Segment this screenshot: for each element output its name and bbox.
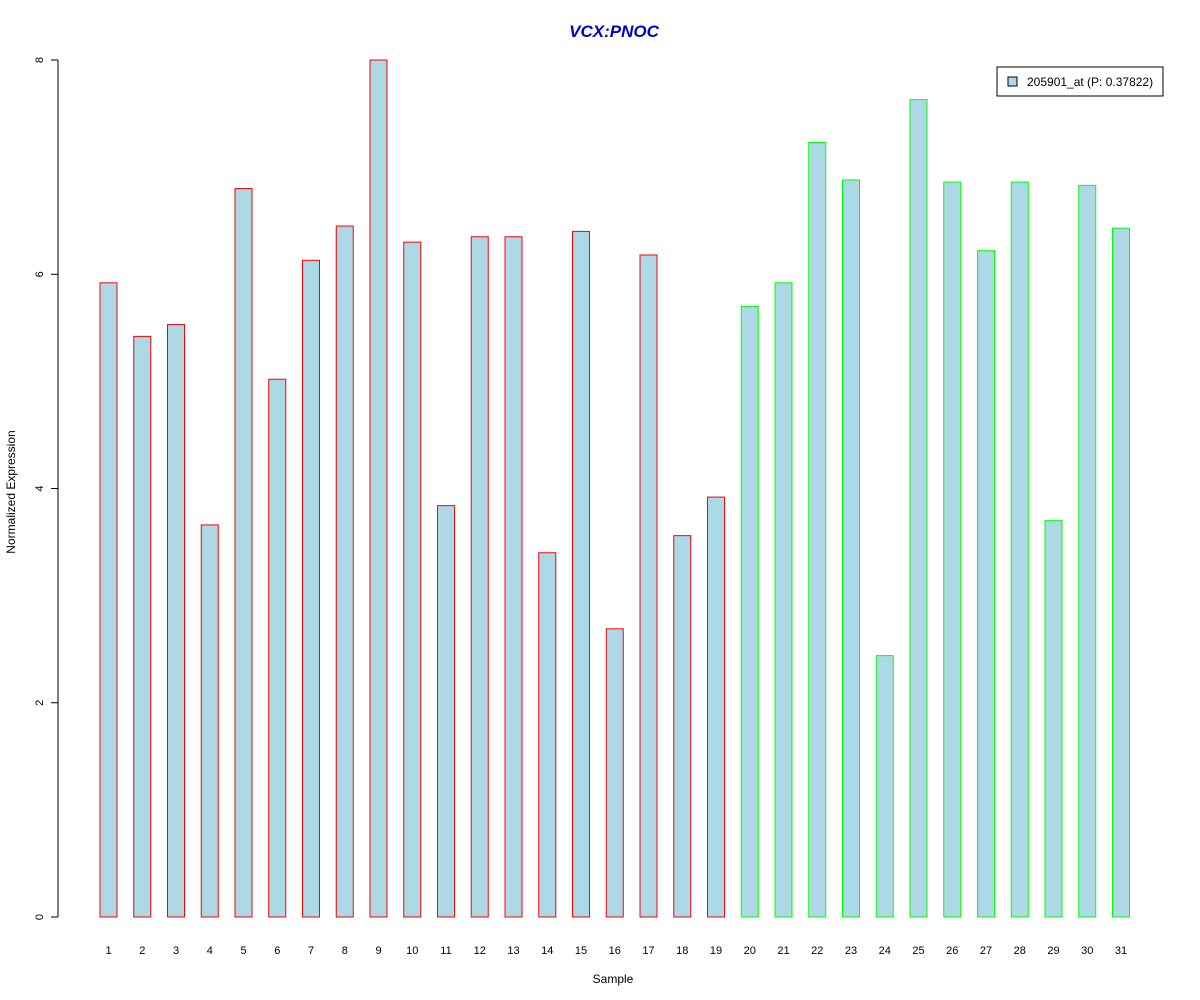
y-axis-label: Normalized Expression [4,430,18,553]
bars [99,59,1130,918]
bar-sample-24 [875,655,894,918]
x-tick-label: 24 [879,945,891,957]
chart-title: VCX:PNOC [569,22,659,41]
legend-entry: 205901_at (P: 0.37822) [1027,75,1153,89]
y-axis-ticks: 0 2 4 6 8 [34,57,58,920]
bar-sample-29 [1044,520,1063,918]
y-tick-label: 4 [34,485,46,491]
bar-sample-22 [808,141,827,918]
bar-sample-13 [504,236,523,918]
x-tick-label: 26 [946,945,958,957]
x-tick-label: 30 [1081,945,1093,957]
bar-sample-18 [673,535,692,918]
bar-sample-5 [234,188,253,918]
x-tick-label: 25 [912,945,924,957]
bar-sample-4 [200,524,219,918]
bar-sample-1 [99,282,118,918]
bar-sample-28 [1010,181,1029,918]
x-tick-label: 31 [1115,945,1127,957]
bar-sample-23 [842,179,860,918]
bar-sample-16 [605,628,624,918]
x-tick-label: 5 [240,945,246,957]
x-tick-label: 11 [440,945,451,957]
bar-sample-26 [943,181,962,918]
legend-swatch [1007,76,1018,87]
y-tick-label: 2 [34,700,46,706]
x-tick-label: 10 [406,945,418,957]
x-tick-label: 20 [744,945,756,957]
x-tick-label: 12 [474,945,486,957]
x-tick-label: 8 [342,945,348,957]
x-tick-label: 23 [845,945,857,957]
bar-sample-7 [302,259,320,918]
x-tick-label: 28 [1014,945,1026,957]
bar-sample-31 [1112,227,1130,918]
bar-sample-19 [707,496,725,918]
x-tick-label: 3 [173,945,179,957]
bar-sample-9 [369,59,388,918]
x-tick-label: 16 [609,945,621,957]
legend-box [996,66,1164,97]
bar-sample-27 [977,250,995,918]
x-axis-tick-labels: 1 2 3 4 5 6 7 8 9 10 11 12 13 14 15 16 17 18 19 20 21 22 23 24 2… [105,945,1127,957]
bar-sample-14 [538,552,557,918]
x-tick-label: 14 [541,945,553,957]
bar-sample-17 [639,254,658,918]
x-tick-label: 21 [777,945,789,957]
bar-sample-8 [335,225,354,918]
x-tick-label: 9 [375,945,381,957]
y-tick-label: 6 [34,271,46,277]
x-tick-label: 29 [1047,945,1059,957]
x-tick-label: 1 [105,945,111,957]
bar-sample-2 [133,335,152,918]
x-tick-label: 7 [308,945,314,957]
legend: 205901_at (P: 0.37822) [996,66,1164,97]
x-tick-label: 18 [676,945,688,957]
x-tick-label: 19 [710,945,722,957]
y-tick-label: 0 [34,914,46,920]
bar-sample-12 [470,236,489,918]
x-tick-label: 6 [274,945,280,957]
x-tick-label: 13 [507,945,519,957]
bar-sample-10 [403,241,422,918]
bar-sample-30 [1078,184,1097,918]
x-tick-label: 2 [139,945,145,957]
y-tick-label: 8 [34,57,46,63]
x-axis-label: Sample [593,972,634,986]
x-tick-label: 22 [811,945,823,957]
x-tick-label: 4 [207,945,213,957]
bar-sample-25 [909,99,928,918]
bar-sample-3 [167,324,185,918]
x-tick-label: 15 [575,945,587,957]
x-tick-label: 27 [980,945,992,957]
bar-sample-6 [268,378,287,918]
bar-sample-21 [774,282,793,918]
bar-sample-15 [572,230,590,918]
x-tick-label: 17 [642,945,654,957]
bar-sample-11 [437,505,455,918]
bar-sample-20 [740,305,759,918]
